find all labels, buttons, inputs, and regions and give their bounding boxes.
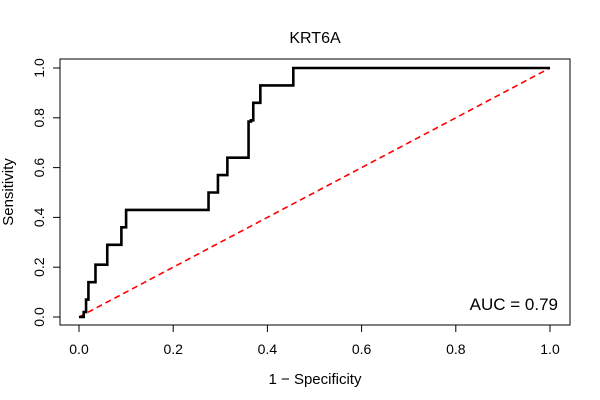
x-tick-label: 0.8 xyxy=(446,341,466,357)
y-tick-label: 1.0 xyxy=(31,58,47,78)
x-tick-label: 0.4 xyxy=(258,341,278,357)
x-tick-label: 0.6 xyxy=(352,341,372,357)
y-tick-label: 0.6 xyxy=(31,158,47,178)
y-tick-label: 0.0 xyxy=(31,307,47,327)
plot-area-border xyxy=(59,58,571,326)
x-tick-label: 0.2 xyxy=(163,341,183,357)
x-axis-title: 1 − Specificity xyxy=(269,371,362,388)
x-tick-label: 1.0 xyxy=(540,341,560,357)
y-axis: 0.0 0.2 0.4 0.6 0.8 1.0 xyxy=(31,58,61,327)
y-axis-title: Sensitivity xyxy=(0,158,17,226)
auc-annotation: AUC = 0.79 xyxy=(470,295,558,314)
series-layer xyxy=(78,66,551,319)
roc-curve-line xyxy=(79,66,550,319)
reference-diagonal-line xyxy=(78,67,551,318)
chart-title: KRT6A xyxy=(289,30,341,47)
y-tick-label: 0.2 xyxy=(31,257,47,277)
x-axis: 0.0 0.2 0.4 0.6 0.8 1.0 xyxy=(69,324,560,357)
y-tick-label: 0.4 xyxy=(31,207,47,227)
y-tick-label: 0.8 xyxy=(31,108,47,128)
x-tick-label: 0.0 xyxy=(69,341,89,357)
